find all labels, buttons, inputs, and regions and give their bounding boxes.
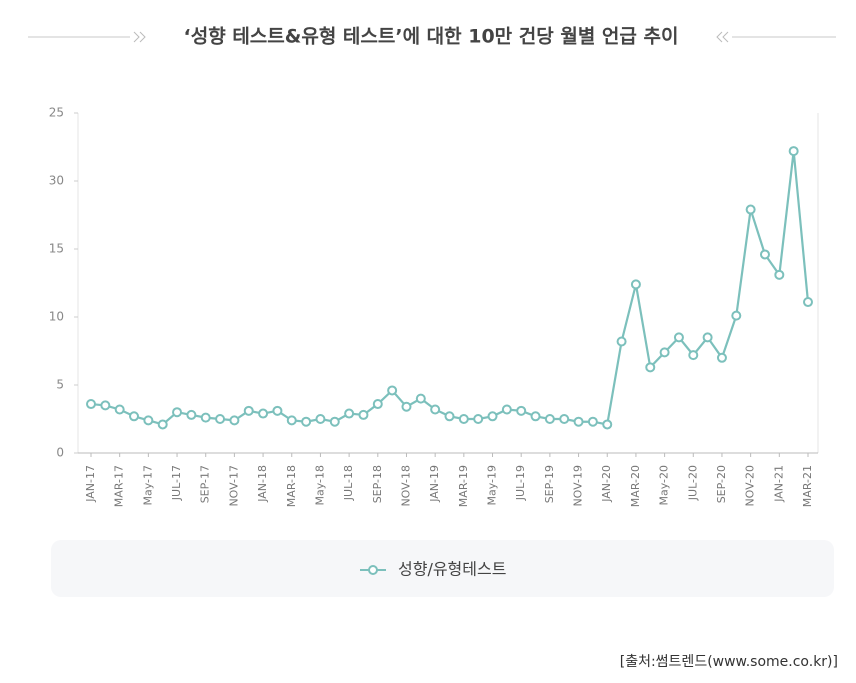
data-point	[673, 332, 684, 343]
data-point	[803, 297, 813, 308]
data-point	[759, 249, 770, 260]
data-point	[114, 404, 125, 415]
data-point	[143, 415, 154, 426]
data-point	[157, 419, 168, 430]
data-point	[86, 399, 96, 410]
data-point	[630, 279, 641, 290]
data-point	[129, 411, 140, 422]
x-tick-label: MAR-18	[285, 465, 298, 507]
x-tick-label: JAN-21	[772, 465, 785, 503]
data-point	[702, 332, 713, 343]
data-point	[358, 409, 369, 420]
y-tick-label: 10	[49, 310, 64, 324]
x-tick-label: May-17	[141, 465, 154, 506]
chart-title: ‘성향 테스트&유형 테스트’에 대한 10만 건당 월별 언급 추이	[184, 26, 679, 48]
x-tick-label: JUL-17	[170, 465, 183, 501]
x-tick-label: NOV-20	[744, 465, 757, 507]
x-tick-label: SEP-19	[543, 465, 556, 503]
data-point	[516, 405, 527, 416]
data-point	[215, 414, 226, 424]
data-point	[344, 408, 355, 419]
data-point	[544, 414, 555, 424]
x-tick-label: JAN-18	[256, 465, 269, 503]
x-tick-label: SEP-17	[199, 465, 212, 503]
y-tick-label: 0	[56, 446, 64, 460]
chevron	[139, 31, 146, 43]
x-tick-label: May-18	[313, 465, 326, 506]
data-point	[473, 414, 484, 424]
data-point	[659, 347, 670, 358]
x-tick-label: JAN-20	[600, 465, 613, 503]
data-point	[716, 352, 727, 363]
x-tick-label: May-20	[658, 465, 671, 506]
y-tick-label: 15	[49, 242, 64, 256]
data-point	[229, 415, 240, 426]
x-tick-label: NOV-18	[399, 465, 412, 507]
y-tick-label: 30	[49, 174, 64, 188]
data-point	[573, 416, 584, 427]
data-point	[401, 401, 412, 412]
y-tick-label: 5	[56, 378, 64, 392]
x-tick-label: MAR-21	[801, 465, 814, 507]
data-point	[415, 393, 426, 404]
x-tick-label: May-19	[486, 465, 499, 506]
data-point	[731, 310, 742, 321]
data-point	[587, 416, 598, 427]
data-point	[602, 419, 613, 430]
chevron	[722, 31, 729, 43]
data-point	[688, 350, 699, 361]
source: [출처:썸트렌드(www.some.co.kr)]	[620, 654, 838, 670]
data-point	[243, 405, 254, 416]
data-point	[774, 269, 785, 280]
data-point	[444, 411, 455, 422]
data-point	[616, 336, 627, 347]
data-point	[788, 146, 799, 157]
legend-swatch	[368, 565, 378, 575]
x-tick-label: MAR-17	[113, 465, 126, 507]
data-point	[487, 411, 498, 422]
chevron	[133, 31, 140, 43]
y-tick-label: 25	[49, 106, 64, 120]
x-tick-label: JUL-20	[686, 465, 699, 501]
data-point	[286, 415, 297, 426]
data-point	[186, 409, 197, 420]
data-point	[272, 405, 283, 416]
legend-label: 성향/유형테스트	[398, 560, 506, 579]
x-tick-label: JAN-17	[84, 465, 97, 503]
data-point	[200, 412, 211, 423]
x-tick-label: NOV-17	[227, 465, 240, 507]
x-tick-label: JAN-19	[428, 465, 441, 503]
data-point	[301, 416, 312, 427]
x-tick-label: MAR-19	[457, 465, 470, 507]
data-point	[745, 204, 756, 215]
data-point	[258, 408, 269, 419]
x-tick-label: SEP-20	[715, 465, 728, 503]
x-tick-label: NOV-19	[572, 465, 585, 507]
data-point	[645, 362, 656, 373]
series-line	[90, 150, 810, 426]
data-point	[387, 385, 398, 396]
legend-box	[51, 540, 834, 597]
x-tick-label: JUL-19	[514, 465, 527, 501]
data-point	[329, 416, 340, 427]
data-point	[100, 400, 111, 411]
data-point	[501, 404, 512, 415]
data-point	[458, 414, 469, 424]
x-tick-label: SEP-18	[371, 465, 384, 503]
data-point	[559, 414, 570, 424]
data-point	[372, 399, 383, 410]
data-point	[315, 414, 326, 424]
x-tick-label: MAR-20	[629, 465, 642, 507]
data-point	[430, 404, 441, 415]
data-point	[530, 411, 541, 422]
x-tick-label: JUL-18	[342, 465, 355, 501]
data-point	[172, 407, 183, 418]
chevron	[716, 31, 723, 43]
